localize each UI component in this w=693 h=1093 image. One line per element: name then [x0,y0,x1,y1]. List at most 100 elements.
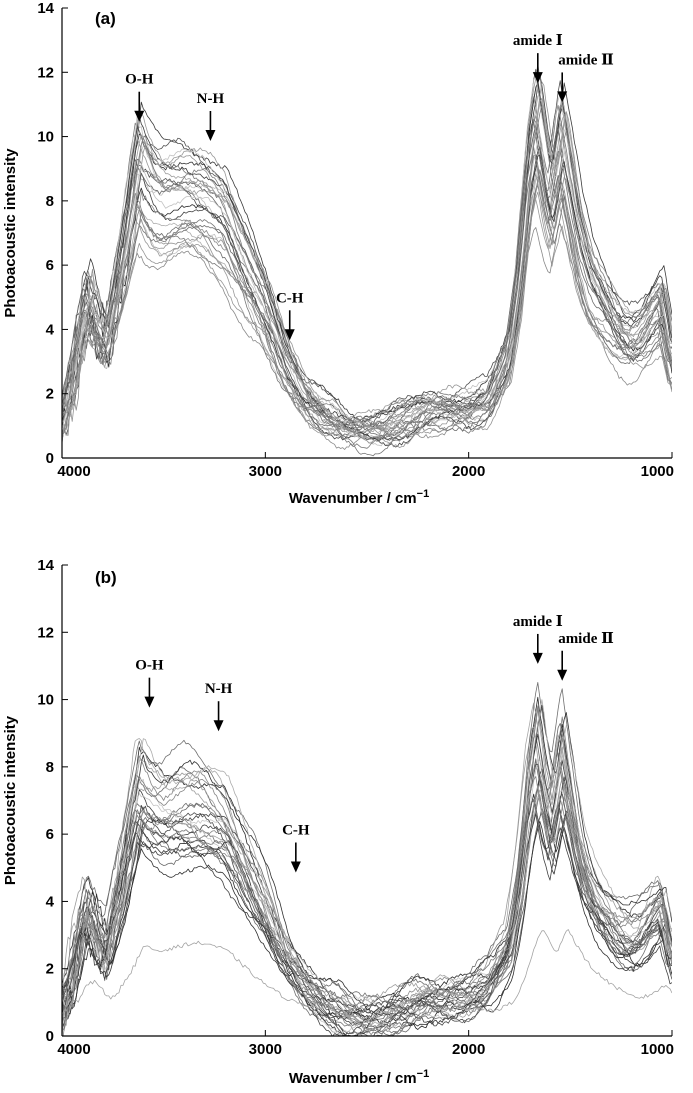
annotation-label: amide Ⅱ [558,631,614,647]
arrow-head-icon [205,130,216,141]
spectrum-line-12 [62,733,672,1020]
series-group [62,682,672,1036]
y-tick-label: 10 [37,692,54,709]
spectrum-line-19 [62,146,672,448]
annotation-label: C-H [282,823,310,839]
annotation-amide-: amide Ⅱ [557,52,614,103]
arrow-head-icon [144,696,155,708]
spectrum-line-15 [62,80,672,426]
y-tick-label: 8 [46,193,54,210]
spectrum-line-15 [62,708,672,1036]
y-tick-label: 0 [46,1028,54,1045]
spectrum-line-29 [62,147,672,457]
spectrum-line-1 [62,760,672,1030]
annotation-label: amide Ⅱ [558,52,614,68]
annotation-label: amide Ⅰ [513,33,563,49]
spectrum-line-24 [62,708,672,1036]
spectrum-line-18 [62,682,672,1023]
annotation-o-h: O-H [135,658,164,708]
annotation-label: O-H [135,658,164,674]
annotation-label: N-H [205,681,233,697]
x-axis-label: Wavenumber / cm−1 [289,488,429,507]
spectrum-line-30 [62,813,672,1036]
x-axis-label: Wavenumber / cm−1 [289,1068,429,1087]
annotation-label: N-H [197,91,225,107]
x-tick-label: 2000 [452,1041,485,1058]
y-tick-label: 8 [46,759,54,776]
x-tick-label: 4000 [57,1041,90,1058]
spectrum-line-13 [62,726,672,1020]
spectrum-line-21 [62,170,672,442]
y-tick-label: 2 [46,386,54,403]
x-tick-label: 4000 [57,463,90,480]
arrow-head-icon [557,669,568,681]
spectrum-line-18 [62,115,672,431]
annotation-n-h: N-H [205,681,233,732]
chart-panel-0: 0 2 4 6 8 10 12 14 4000 3000 2000 1000 Wavenumber / … [2,0,674,507]
arrow-head-icon [290,861,301,873]
arrow-head-icon [532,652,543,664]
annotation-c-h: C-H [276,290,304,341]
annotation-o-h: O-H [125,72,154,122]
spectrum-line-16 [62,778,672,1032]
spectrum-line-22 [62,705,672,1036]
y-tick-label: 14 [37,0,54,17]
spectrum-line-32 [62,105,672,440]
spectrum-line-7 [62,82,672,427]
spectrum-line-32 [62,929,672,1027]
spectrum-line-29 [62,798,672,1012]
y-tick-label: 2 [46,961,54,978]
spectrum-line-10 [62,758,672,1017]
y-tick-label: 4 [46,893,55,910]
annotation-amide-: amide Ⅱ [557,631,614,681]
annotation-n-h: N-H [197,91,225,141]
x-tick-label: 2000 [452,463,485,480]
spectrum-line-19 [62,704,672,1019]
y-tick-label: 10 [37,129,54,146]
spectrum-line-30 [62,132,672,439]
series-group [62,63,672,457]
y-tick-label: 6 [46,257,54,274]
spectrum-line-17 [62,184,672,449]
spectrum-line-31 [62,777,672,1036]
annotation-amide-: amide Ⅰ [513,33,563,84]
spectrum-line-25 [62,81,672,440]
spectrum-line-8 [62,92,672,431]
spectrum-line-31 [62,169,672,440]
panel-label: (a) [95,9,116,28]
arrow-head-icon [134,110,145,122]
spectrum-line-3 [62,723,672,1022]
y-axis-label: Photoacoustic intensity [2,148,19,318]
arrow-head-icon [532,72,543,84]
x-tick-label: 1000 [641,463,674,480]
y-tick-label: 14 [37,557,54,574]
spectrum-line-26 [62,191,672,448]
y-tick-label: 6 [46,826,54,843]
y-tick-label: 4 [46,321,55,338]
x-tick-label: 3000 [249,463,282,480]
y-tick-label: 12 [37,624,54,641]
annotation-label: amide Ⅰ [513,614,563,630]
spectrum-line-21 [62,789,672,1022]
spectrum-line-24 [62,169,672,444]
spectrum-line-2 [62,192,672,440]
annotation-c-h: C-H [282,823,310,873]
spectrum-line-28 [62,776,672,1015]
spectrum-line-25 [62,800,672,1016]
spectrum-line-13 [62,154,672,441]
annotation-amide-: amide Ⅰ [513,614,563,664]
spectrum-line-27 [62,699,672,1031]
arrow-head-icon [213,720,224,732]
x-tick-label: 3000 [249,1041,282,1058]
spectrum-line-16 [62,74,672,428]
y-axis-label: Photoacoustic intensity [2,715,19,885]
annotation-label: C-H [276,290,304,306]
x-tick-label: 1000 [641,1041,674,1058]
arrow-head-icon [557,91,568,103]
spectrum-line-14 [62,63,672,422]
panel-label: (b) [95,568,117,587]
y-tick-label: 0 [46,450,54,467]
spectrum-line-4 [62,702,672,1021]
spectrum-line-28 [62,98,672,444]
